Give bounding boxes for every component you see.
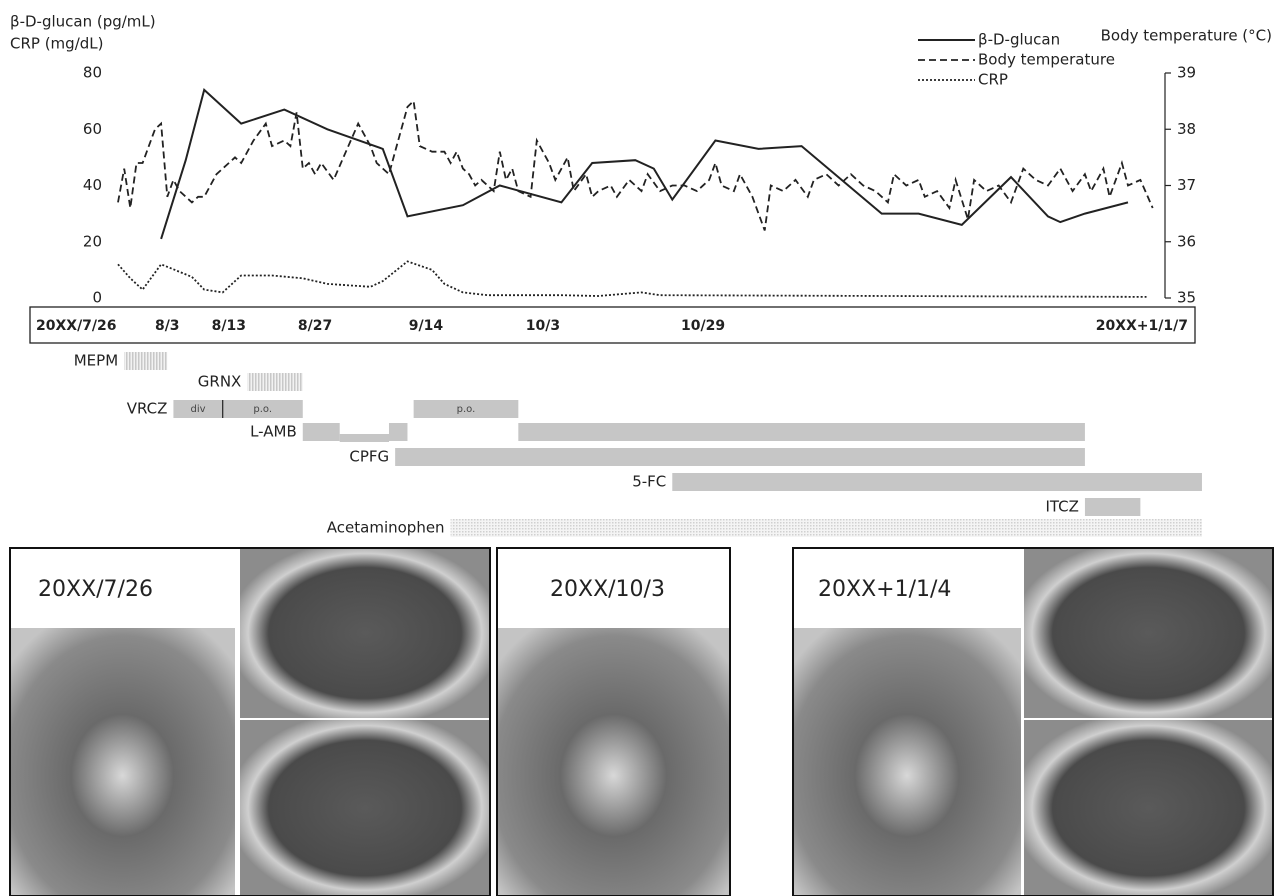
y2-tick-label: 38 [1177, 120, 1196, 138]
figure: β-D-glucan (pg/mL) CRP (mg/dL) Body temp… [0, 0, 1274, 896]
panel-date: 20XX+1/1/4 [818, 577, 951, 602]
panel: 20XX+1/1/4 [793, 548, 1273, 896]
series-line [118, 261, 1147, 297]
ct-image [240, 720, 490, 896]
drug-period [451, 519, 1202, 537]
panel-date: 20XX/7/26 [38, 577, 153, 602]
drug-label: Acetaminophen [327, 519, 445, 537]
x-tick-label: 20XX+1/1/7 [1096, 318, 1188, 334]
x-tick-label: 8/27 [298, 318, 332, 334]
y-tick-label: 20 [83, 232, 102, 250]
date-box [30, 307, 1195, 343]
x-tick-label: 10/3 [526, 318, 560, 334]
y2-tick-label: 35 [1177, 289, 1196, 307]
drug-period [518, 423, 1085, 441]
y2-axis-label: Body temperature (°C) [1101, 27, 1272, 45]
y-tick-label: 60 [83, 120, 102, 138]
panel: 20XX/7/26 [10, 548, 490, 896]
series-line [118, 101, 1153, 230]
chest-xray [497, 628, 730, 896]
drug-label: CPFG [349, 448, 389, 466]
y2-tick-label: 36 [1177, 232, 1196, 250]
x-tick-label: 9/14 [409, 318, 444, 334]
legend-label: Body temperature [978, 51, 1115, 69]
period-label: p.o. [457, 404, 476, 415]
ct-image [1024, 720, 1273, 896]
drug-label: ITCZ [1045, 498, 1078, 516]
y-tick-label: 80 [83, 64, 102, 82]
period-label: div [191, 404, 206, 415]
y-axis-label: β-D-glucan (pg/mL) [10, 13, 156, 31]
legend-label: CRP [978, 71, 1008, 89]
image-panels: 20XX/7/26 20XX/10/3 20XX+1/1/4 [10, 548, 1273, 896]
drug-label: 5-FC [632, 473, 666, 491]
drug-period [124, 352, 167, 370]
y2-tick-label: 37 [1177, 176, 1196, 194]
drug-period [247, 373, 302, 391]
drug-label: VRCZ [127, 400, 168, 418]
x-tick-label: 8/13 [212, 318, 246, 334]
period-label: p.o. [253, 404, 272, 415]
x-tick-label: 10/29 [681, 318, 725, 334]
drug-period [340, 434, 389, 442]
ct-image [240, 548, 490, 718]
chest-xray [10, 628, 235, 896]
y-tick-label: 0 [92, 289, 102, 307]
y-axis-label: CRP (mg/dL) [10, 35, 103, 53]
drug-period [303, 423, 340, 441]
chest-xray [793, 628, 1021, 896]
drug-label: L-AMB [250, 423, 297, 441]
ct-image [1024, 548, 1273, 718]
drug-label: GRNX [198, 373, 242, 391]
drug-label: MEPM [74, 352, 118, 370]
y2-tick-label: 39 [1177, 64, 1196, 82]
x-tick-label: 20XX/7/26 [36, 318, 117, 334]
y-tick-label: 40 [83, 176, 102, 194]
drug-period [672, 473, 1202, 491]
drug-period [395, 448, 1085, 466]
drug-period [1085, 498, 1140, 516]
drug-period [389, 423, 407, 441]
legend-label: β-D-glucan [978, 31, 1060, 49]
panel: 20XX/10/3 [497, 548, 730, 896]
panel-date: 20XX/10/3 [550, 577, 665, 602]
x-tick-label: 8/3 [155, 318, 180, 334]
